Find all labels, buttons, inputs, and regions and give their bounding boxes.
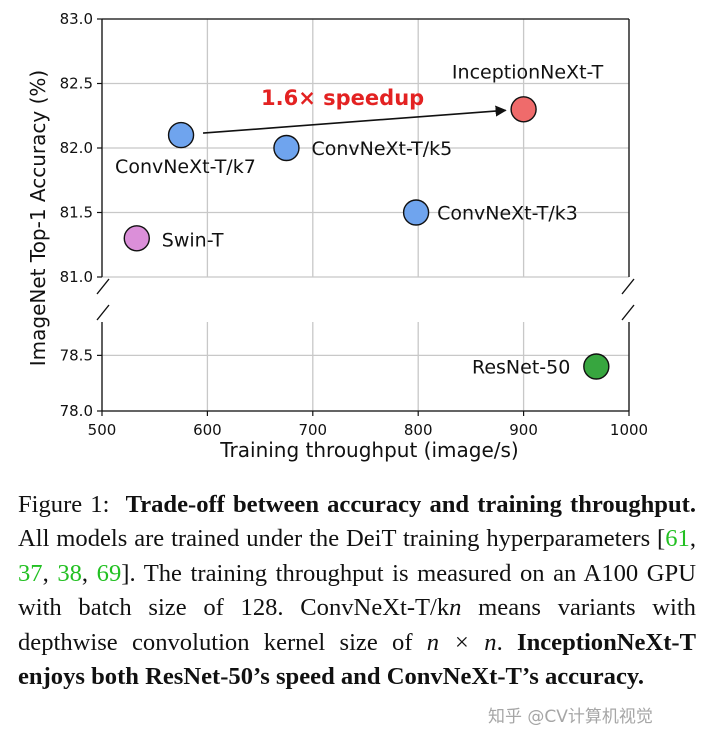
speedup-arrow (202, 105, 507, 134)
math-kernel-size: n × n (426, 628, 497, 656)
y-tick-label: 82.0 (60, 139, 93, 157)
caption-text-1: All models are trained under the DeiT tr… (18, 525, 666, 553)
citation-ref[interactable]: 61 (665, 525, 690, 553)
citation-ref[interactable]: 69 (96, 559, 122, 587)
point-label: ConvNeXt-T/k5 (311, 138, 452, 160)
x-tick-label: 800 (404, 421, 433, 439)
y-tick-label: 78.0 (60, 402, 93, 420)
x-tick-label: 900 (509, 421, 538, 439)
axis-break-mark (96, 278, 110, 295)
x-tick-label: 700 (298, 421, 327, 439)
caption-conclusion: InceptionNeXt-T enjoys both ResNet-50’s … (18, 628, 696, 691)
caption-text-4: . (496, 628, 503, 656)
citation-ref[interactable]: 38 (57, 559, 82, 587)
x-tick-label: 1000 (610, 421, 648, 439)
data-point (402, 199, 430, 226)
y-tick-label: 81.5 (60, 204, 93, 222)
point-label: ResNet-50 (472, 357, 570, 379)
data-point (167, 121, 195, 149)
data-point (510, 96, 537, 123)
point-label: InceptionNeXt-T (452, 61, 604, 83)
y-tick-label: 82.5 (60, 75, 93, 93)
scatter-chart: 500 600 700 800 900 1000 81.0 81.5 82.0 82.5 83.0 7… (26, 10, 648, 462)
axis-break-mark (621, 278, 635, 295)
data-point (583, 353, 610, 380)
watermark: 知乎 @CV计算机视觉 (488, 707, 653, 727)
caption-text-2: ]. The training throughput is measured o… (18, 559, 696, 622)
x-tick-label: 500 (88, 421, 117, 439)
citation-ref[interactable]: 37 (18, 559, 43, 587)
caption-text-3: means variants with depthwise convolutio… (18, 594, 696, 656)
figure-label: Figure 1: (18, 491, 110, 518)
point-label: ConvNeXt-T/k7 (115, 156, 256, 178)
axis-break-mark (96, 304, 110, 321)
y-tick-label: 83.0 (60, 10, 93, 28)
data-point (273, 134, 300, 162)
axis-break-mark (621, 304, 635, 321)
point-label: Swin-T (162, 229, 224, 251)
y-axis-title: ImageNet Top-1 Accuracy (%) (26, 70, 50, 366)
speedup-annotation: 1.6× speedup (261, 86, 424, 110)
x-tick-label: 600 (193, 421, 222, 439)
caption-title: Trade-off between accuracy and training … (125, 491, 696, 518)
x-axis-title: Training throughput (image/s) (219, 438, 519, 462)
math-var-n: n (449, 594, 462, 622)
data-point (123, 225, 150, 252)
y-tick-label: 81.0 (60, 268, 93, 286)
y-tick-label: 78.5 (60, 346, 93, 364)
point-label: ConvNeXt-T/k3 (437, 203, 578, 225)
figure-caption: Figure 1: Trade-off between accuracy and… (18, 491, 696, 691)
